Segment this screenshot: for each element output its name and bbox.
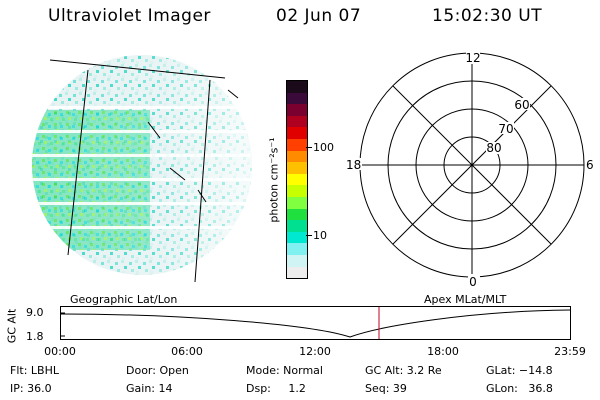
polar-plot-mlat-mlt: 12 18 6 0 60 70 80 (344, 51, 594, 289)
time-label: 15:02:30 UT (432, 6, 543, 26)
time-tick-0600: 06:00 (171, 345, 203, 358)
colorbar-swatch (287, 81, 307, 93)
lat-label-80: 80 (486, 141, 501, 155)
colorbar-swatch (287, 254, 307, 267)
gridline-lon-west (67, 69, 89, 256)
gain-info: Gain: 14 (126, 382, 173, 395)
altitude-plot-frame (60, 306, 571, 340)
apex-panel-label: Apex MLat/MLT (424, 293, 507, 306)
colorbar-swatch (287, 243, 307, 255)
time-tick-2359: 23:59 (554, 345, 586, 358)
geographic-panel-label: Geographic Lat/Lon (70, 293, 178, 306)
instrument-title: Ultraviolet Imager (48, 6, 211, 26)
colorbar-swatch (287, 220, 307, 232)
colorbar-swatch (287, 266, 307, 279)
colorbar-tickmark-100 (306, 147, 312, 148)
colorbar-swatch (287, 208, 307, 221)
door-info: Door: Open (126, 364, 189, 377)
colorbar-swatch (287, 104, 307, 116)
ip-info: IP: 36.0 (10, 382, 52, 395)
colorbar-swatch (287, 127, 307, 139)
time-tick-0000: 00:00 (44, 345, 76, 358)
filter-info: Flt: LBHL (10, 364, 59, 377)
gridline-lon-east (194, 79, 211, 283)
colorbar-swatch (287, 196, 307, 209)
colorbar-tickmark-10 (306, 235, 312, 236)
colorbar-swatch (287, 173, 307, 186)
altitude-plot (60, 306, 571, 340)
mlt-label-6: 6 (586, 158, 594, 172)
mlt-label-12: 12 (465, 51, 480, 65)
uv-image-geographic (32, 55, 252, 283)
colorbar-swatch (287, 150, 307, 163)
gridline-lat (49, 59, 226, 79)
colorbar-tick-100: 100 (313, 141, 334, 154)
gc-alt-axis-label: GC Alt (5, 308, 19, 344)
lat-label-60: 60 (514, 98, 529, 112)
colorbar-swatch (287, 231, 307, 244)
colorbar-swatch (287, 115, 307, 128)
mlt-line-diag-2 (392, 85, 552, 245)
mlt-label-18: 18 (346, 158, 361, 172)
alt-tick-1-8: 1.8 (26, 330, 44, 343)
glon-info: GLon: 36.8 (486, 382, 553, 395)
mlt-label-0: 0 (469, 275, 477, 289)
glat-info: GLat: −14.8 (486, 364, 553, 377)
alt-tick-9: 9.0 (26, 306, 44, 319)
colorbar-swatch (287, 138, 307, 151)
gc-alt-info: GC Alt: 3.2 Re (365, 364, 442, 377)
mode-info: Mode: Normal (246, 364, 323, 377)
seq-info: Seq: 39 (365, 382, 407, 395)
colorbar-unit-label: photon cm⁻²s⁻¹ (267, 137, 281, 223)
time-tick-1200: 12:00 (299, 345, 331, 358)
time-tick-1800: 18:00 (427, 345, 459, 358)
lat-label-70: 70 (498, 122, 513, 136)
colorbar-swatch (287, 92, 307, 105)
colorbar (286, 80, 308, 279)
colorbar-swatch (287, 162, 307, 174)
colorbar-tick-10: 10 (313, 229, 327, 242)
coastline (147, 89, 239, 203)
colorbar-swatch (287, 185, 307, 197)
date-label: 02 Jun 07 (276, 6, 362, 26)
altitude-curve (60, 309, 571, 338)
dsp-info: Dsp: 1.2 (246, 382, 306, 395)
